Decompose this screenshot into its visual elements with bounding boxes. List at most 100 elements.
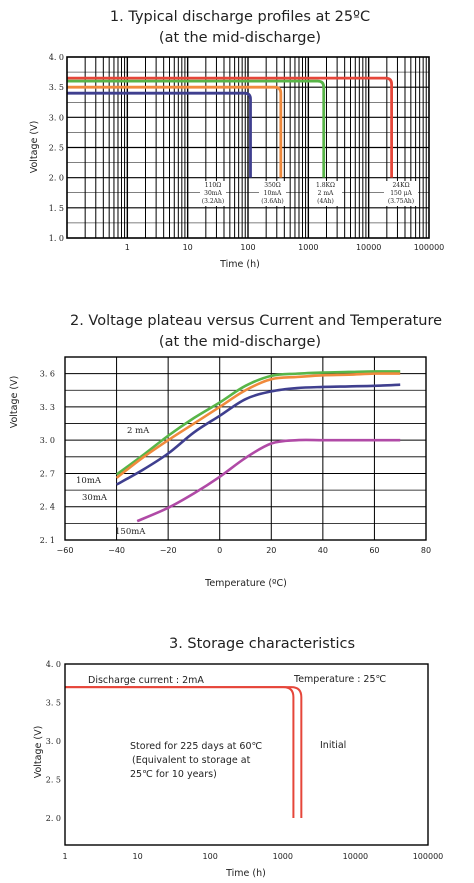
chart-3-discharge-current: Discharge current : 2mA [88,675,204,686]
chart-1-xlabel: Time (h) [219,259,260,270]
chart-1-annotation-text: 1.8KΩ [316,182,335,189]
chart-3-temperature: Temperature : 25℃ [293,674,387,685]
chart-1-annotation-bg [259,181,286,206]
chart-3-xtick: 10000 [343,852,368,861]
chart-2-series-label: 10mA [76,476,102,486]
chart-2-ytick: 3. 6 [40,370,55,379]
chart-2-xlabel: Temperature (ºC) [204,578,287,589]
chart-3-xtick: 100 [203,852,218,861]
chart-2-series-label: 2 mA [127,426,150,436]
chart-1-series-1 [67,91,252,178]
chart-1-annotation-text: (3.2Ah) [202,198,224,205]
chart-2-ytick: 3. 0 [40,436,55,445]
chart-3-frame [64,663,429,846]
chart-1-annotation-text: (3.6Ah) [261,198,283,205]
chart-3-ytick: 2. 0 [46,814,61,823]
chart-1-ytick: 1. 5 [49,204,64,213]
chart-1-annotation-bg [200,181,226,206]
chart-1-series-3 [67,79,326,178]
chart-2-ytick: 3. 3 [40,403,55,412]
chart-2-series-2 [115,372,401,479]
chart-2-series-label: 30mA [82,493,108,503]
chart-1-series-2 [67,85,283,178]
chart-1-ytick: 4. 0 [49,53,64,62]
chart-3-series-2 [65,686,303,819]
chart-1-annotation-text: 24KΩ [392,182,409,189]
chart-2-xtick: 40 [318,546,328,555]
chart-1-annotation-text: 2 mA [318,190,334,197]
chart-1-series-4 [67,76,394,178]
chart-1-xtick: 100 [240,243,255,252]
chart-3-xtick: 100000 [413,852,444,861]
chart-3-ylabel: Voltage (V) [33,726,44,779]
chart-2-series [115,370,401,523]
chart-1-series [67,76,394,178]
chart-2-xtick: 60 [369,546,379,555]
chart-1-xtick: 1000 [298,243,318,252]
chart-2-xtick: −40 [108,546,125,555]
chart-3-xtick: 1000 [273,852,293,861]
chart-3-stored-line-1: Stored for 225 days at 60℃ [130,741,262,752]
chart-3-ytick: 4. 0 [46,660,61,669]
chart-1-xtick: 10 [183,243,193,252]
chart-2-xtick: −60 [57,546,74,555]
chart-3-ytick: 3. 0 [46,737,61,746]
chart-1-annotation-text: 350Ω [264,182,280,189]
chart-1-subtitle: (at the mid-discharge) [159,30,321,46]
chart-3-xlabel: Time (h) [225,868,266,879]
chart-1-annotation-text: 30mA [204,190,222,197]
chart-3-ticks: 1 10 100 1000 10000 100000 2. 0 2. 5 3. 0 3. 5 4. … [46,660,444,861]
chart-2-series-4 [136,438,401,523]
chart-1-ytick: 2. 5 [49,144,64,153]
chart-3-storage: 3. Storage characteristics 1 10 100 1000 100… [33,636,443,879]
chart-2-xtick: 80 [421,546,431,555]
chart-2-series-3 [115,383,401,486]
chart-1-ytick: 2. 0 [49,174,64,183]
chart-2-frame [64,356,427,541]
chart-3-ytick: 3. 5 [46,699,61,708]
chart-1-ticks: 1 10 100 1000 10000 100000 1. 0 1. 5 2. 0 2. 5 3. … [49,53,445,252]
chart-2-xtick: 20 [266,546,276,555]
chart-1-annotation-bg [384,181,418,206]
chart-3-xtick: 10 [133,852,143,861]
chart-1-annotation-text: (4Ah) [317,198,334,205]
chart-2-series-1 [115,370,401,476]
chart-1-ytick: 1. 0 [49,234,64,243]
chart-1-title: 1. Typical discharge profiles at 25ºC [110,9,370,25]
chart-2-xtick: 0 [217,546,222,555]
chart-3-title: 3. Storage characteristics [169,636,355,652]
chart-2-ytick: 2. 4 [40,503,55,512]
chart-3-series [65,686,303,819]
chart-3-ytick: 2. 5 [46,776,61,785]
chart-1-frame [66,56,430,239]
chart-1-xtick: 1 [125,243,130,252]
chart-2-series-label: 150mA [115,527,146,537]
chart-3-initial-label: Initial [320,740,346,751]
chart-1-annotation-text: (3.75Ah) [388,198,414,205]
chart-2-xtick: −20 [160,546,177,555]
chart-3-xtick: 1 [62,852,67,861]
chart-3-series-1 [65,686,295,819]
chart-3-stored-line-2: (Equivalent to storage at [132,755,251,766]
chart-1-annotation-text: 150 μA [390,190,412,197]
chart-1-ytick: 3. 0 [49,113,64,122]
chart-1-annotation-text: 10mA [264,190,282,197]
chart-1-discharge-profiles: 1. Typical discharge profiles at 25ºC (a… [29,9,444,270]
chart-2-voltage-plateau: 2. Voltage plateau versus Current and Te… [9,313,442,589]
chart-1-ytick: 3. 5 [49,83,64,92]
chart-1-annotation-text: 110Ω [205,182,221,189]
chart-2-ytick: 2. 7 [40,469,55,478]
chart-1-annotation-bg [309,181,342,206]
chart-2-series-labels: 2 mA 10mA 30mA 150mA [76,426,150,537]
chart-3-stored-line-3: 25℃ for 10 years) [130,769,217,780]
chart-2-ytick: 2. 1 [40,536,55,545]
chart-2-ticks: −60 −40 −20 0 20 40 60 80 2. 1 2. 4 2. 7 3. 0 3. 3 3.… [40,370,431,555]
chart-1-xtick: 10000 [356,243,381,252]
chart-2-ylabel: Voltage (V) [9,376,20,429]
chart-1-grid [67,57,429,238]
chart-1-xtick: 100000 [414,243,445,252]
chart-2-title: 2. Voltage plateau versus Current and Te… [70,313,442,329]
chart-1-ylabel: Voltage (V) [29,121,40,174]
